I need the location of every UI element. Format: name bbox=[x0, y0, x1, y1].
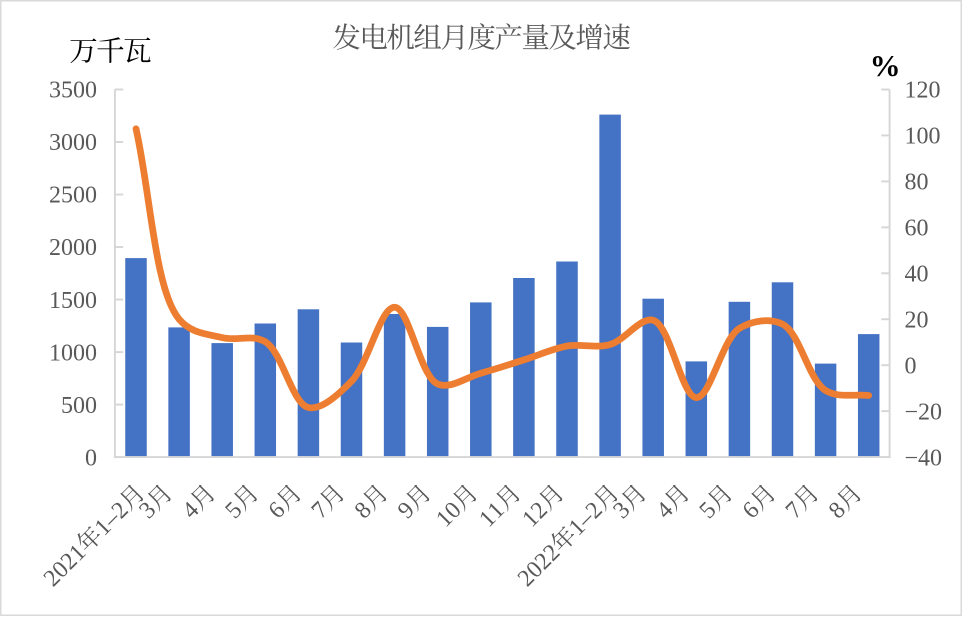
svg-text:2500: 2500 bbox=[49, 183, 97, 209]
svg-text:−40: −40 bbox=[905, 445, 943, 471]
svg-text:20: 20 bbox=[905, 307, 929, 333]
svg-text:%: % bbox=[870, 48, 901, 83]
svg-text:500: 500 bbox=[61, 393, 97, 419]
svg-text:3000: 3000 bbox=[49, 130, 97, 156]
svg-text:0: 0 bbox=[905, 353, 917, 379]
svg-text:40: 40 bbox=[905, 262, 929, 288]
svg-text:100: 100 bbox=[905, 124, 941, 150]
svg-text:3500: 3500 bbox=[49, 78, 97, 104]
svg-text:−20: −20 bbox=[905, 399, 943, 425]
svg-text:80: 80 bbox=[905, 170, 929, 196]
svg-text:60: 60 bbox=[905, 216, 929, 242]
svg-text:120: 120 bbox=[905, 78, 941, 104]
svg-text:1000: 1000 bbox=[49, 340, 97, 366]
svg-text:2000: 2000 bbox=[49, 235, 97, 261]
svg-text:0: 0 bbox=[85, 445, 97, 471]
svg-text:1500: 1500 bbox=[49, 288, 97, 314]
